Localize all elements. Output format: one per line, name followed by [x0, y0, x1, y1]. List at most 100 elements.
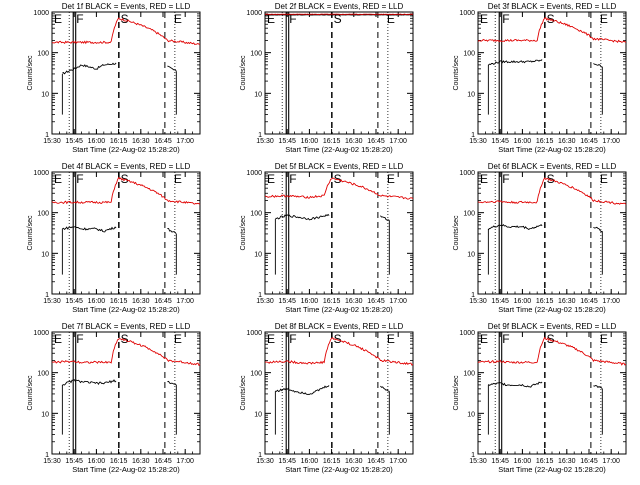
x-axis-label: Start Time (22-Aug-02 15:28:20)	[72, 145, 180, 154]
series-line-events	[275, 386, 389, 395]
y-tick-label: 10	[254, 411, 262, 418]
x-tick-label: 16:15	[536, 138, 554, 145]
x-tick-label: 16:30	[558, 138, 576, 145]
y-tick-label: 10	[41, 251, 49, 258]
y-tick-label: 10	[254, 91, 262, 98]
plot-frame	[478, 12, 626, 134]
y-axis-label: Counts/sec	[453, 55, 460, 91]
plot-frame	[478, 332, 626, 454]
x-tick-label: 16:45	[580, 298, 598, 305]
x-tick-label: 16:45	[367, 298, 385, 305]
x-tick-label: 17:00	[602, 298, 620, 305]
x-axis-label: Start Time (22-Aug-02 15:28:20)	[498, 145, 606, 154]
x-tick-label: 17:00	[389, 458, 407, 465]
chart-title: Det 6f BLACK = Events, RED = LLD	[488, 162, 617, 171]
y-tick-label: 1000	[459, 10, 475, 17]
x-tick-label: 16:15	[323, 138, 341, 145]
x-tick-label: 16:00	[88, 298, 106, 305]
x-tick-label: 15:45	[278, 138, 296, 145]
y-tick-label: 100	[250, 371, 262, 378]
y-tick-label: 1000	[33, 170, 49, 177]
event-marker-label: F	[502, 172, 509, 186]
y-axis-label: Counts/sec	[453, 215, 460, 251]
y-axis-label: Counts/sec	[240, 215, 247, 251]
x-tick-label: 17:00	[602, 138, 620, 145]
y-tick-label: 1000	[459, 170, 475, 177]
y-axis-label: Counts/sec	[240, 375, 247, 411]
y-tick-label: 100	[463, 371, 475, 378]
x-tick-label: 16:00	[301, 458, 319, 465]
y-tick-label: 10	[41, 91, 49, 98]
x-tick-label: 16:15	[110, 138, 128, 145]
chart-title: Det 1f BLACK = Events, RED = LLD	[62, 2, 191, 11]
y-tick-label: 10	[467, 411, 475, 418]
event-marker-label: F	[76, 332, 83, 346]
x-tick-label: 16:15	[323, 458, 341, 465]
x-tick-label: 16:30	[558, 298, 576, 305]
y-tick-label: 1000	[33, 10, 49, 17]
x-tick-label: 16:15	[110, 298, 128, 305]
y-tick-label: 100	[463, 51, 475, 58]
event-marker-label: E	[54, 332, 62, 346]
x-tick-label: 16:00	[301, 298, 319, 305]
y-tick-label: 100	[37, 211, 49, 218]
x-tick-label: 16:45	[367, 458, 385, 465]
chart-title: Det 7f BLACK = Events, RED = LLD	[62, 322, 191, 331]
y-axis-label: Counts/sec	[453, 375, 460, 411]
plot-frame	[478, 172, 626, 294]
chart-title: Det 3f BLACK = Events, RED = LLD	[488, 2, 617, 11]
x-tick-label: 17:00	[389, 298, 407, 305]
x-tick-label: 16:00	[514, 458, 532, 465]
plot-frame	[265, 12, 413, 134]
x-tick-label: 15:45	[491, 138, 509, 145]
x-tick-label: 15:30	[43, 458, 61, 465]
x-tick-label: 16:30	[345, 138, 363, 145]
event-marker-label: E	[480, 12, 488, 26]
x-tick-label: 16:00	[514, 138, 532, 145]
event-marker-label: F	[76, 12, 83, 26]
x-tick-label: 15:45	[491, 298, 509, 305]
x-tick-label: 16:30	[132, 458, 150, 465]
x-tick-label: 16:15	[323, 298, 341, 305]
x-tick-label: 15:45	[65, 458, 83, 465]
y-tick-label: 1000	[246, 330, 262, 337]
x-tick-label: 16:30	[132, 298, 150, 305]
chart-title: Det 4f BLACK = Events, RED = LLD	[62, 162, 191, 171]
y-tick-label: 1000	[246, 170, 262, 177]
event-marker-label: F	[76, 172, 83, 186]
event-marker-label: S	[121, 12, 129, 26]
y-tick-label: 100	[37, 51, 49, 58]
x-tick-label: 15:45	[65, 298, 83, 305]
event-marker-label: F	[289, 172, 296, 186]
x-axis-label: Start Time (22-Aug-02 15:28:20)	[498, 465, 606, 474]
plot-frame	[52, 172, 200, 294]
event-marker-label: F	[502, 12, 509, 26]
x-tick-label: 15:30	[469, 458, 487, 465]
y-tick-label: 100	[37, 371, 49, 378]
x-axis-label: Start Time (22-Aug-02 15:28:20)	[72, 305, 180, 314]
event-marker-label: E	[267, 332, 275, 346]
x-tick-label: 16:45	[580, 138, 598, 145]
plot-frame	[265, 172, 413, 294]
x-tick-label: 17:00	[176, 458, 194, 465]
x-tick-label: 15:30	[256, 458, 274, 465]
y-tick-label: 1000	[246, 10, 262, 17]
y-tick-label: 10	[41, 411, 49, 418]
x-axis-label: Start Time (22-Aug-02 15:28:20)	[72, 465, 180, 474]
y-tick-label: 10	[254, 251, 262, 258]
event-marker-label: E	[480, 172, 488, 186]
chart-title: Det 8f BLACK = Events, RED = LLD	[275, 322, 404, 331]
plot-frame	[265, 332, 413, 454]
x-tick-label: 16:15	[110, 458, 128, 465]
y-tick-label: 100	[250, 211, 262, 218]
y-tick-label: 1000	[459, 330, 475, 337]
x-tick-label: 15:45	[491, 458, 509, 465]
x-tick-label: 16:45	[367, 138, 385, 145]
x-tick-label: 16:45	[154, 458, 172, 465]
